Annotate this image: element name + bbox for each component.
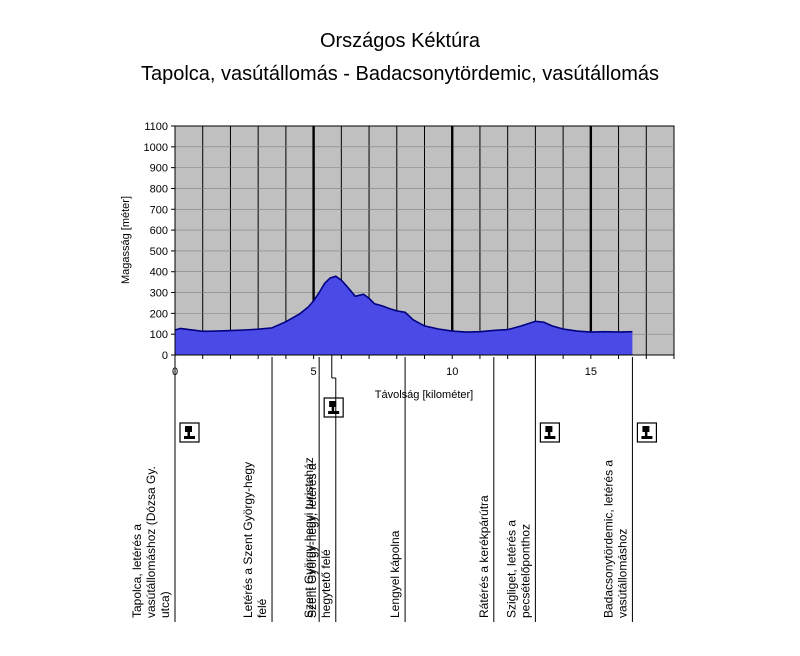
chart-subtitle: Tapolca, vasútállomás - Badacsonytördemi… <box>140 63 660 85</box>
stamp-icon-handle <box>331 406 335 412</box>
y-tick-label: 1000 <box>144 142 168 154</box>
x-tick-label: 5 <box>311 366 317 378</box>
waypoint-label: Szigliget, letérés apecsételőponthoz <box>504 520 532 618</box>
stamp-icon <box>539 422 560 443</box>
waypoint-label: Szent György-hegyi turistaház <box>302 457 316 618</box>
y-tick-label: 0 <box>162 350 168 362</box>
stamp-icon-head <box>185 426 192 432</box>
stamp-icon-base <box>544 436 556 439</box>
stamp-icon-base <box>641 436 653 439</box>
y-axis-label: Magasság [méter] <box>120 196 132 284</box>
y-tick-label: 500 <box>150 246 168 258</box>
stamp-icon-handle <box>187 431 190 437</box>
elevation-line <box>174 275 633 333</box>
stamp-icon-base <box>328 411 340 414</box>
stamp-icon <box>636 422 658 443</box>
y-tick-label: 300 <box>150 288 168 300</box>
stamp-icon-head <box>329 401 337 407</box>
waypoint-label: Rátérés a kerékpárútra <box>477 495 491 618</box>
y-tick-label: 800 <box>150 183 168 195</box>
stamp-icon-handle <box>644 431 648 437</box>
waypoint-label: Tapolca, letérés avasútállomáshoz (Dózsa… <box>130 466 172 618</box>
y-tick-label: 200 <box>150 308 168 320</box>
y-tick-label: 700 <box>150 204 168 216</box>
waypoint-label: Badacsonytördemic, letérés avasútállomás… <box>601 460 629 618</box>
waypoint-label: Szent György-hegy, letérés ahegytető fel… <box>305 463 333 618</box>
stamp-icon-handle <box>547 431 551 437</box>
y-tick-label: 600 <box>150 225 168 237</box>
elevation-area <box>175 276 633 355</box>
y-tick-label: 100 <box>150 329 168 341</box>
waypoint-label: Letérés a Szent György-hegyfelé <box>241 462 269 618</box>
stamp-icon-head <box>642 426 650 432</box>
x-axis-label: Távolság [kilométer] <box>375 389 473 401</box>
y-tick-label: 1100 <box>144 121 168 133</box>
stamp-icon-base <box>184 436 195 439</box>
x-tick-label: 15 <box>585 366 597 378</box>
y-tick-label: 900 <box>150 163 168 175</box>
x-tick-label: 10 <box>446 366 458 378</box>
stamp-icon <box>179 422 200 443</box>
stamp-icon-head <box>545 426 553 432</box>
chart-title: Országos Kéktúra <box>319 30 481 52</box>
y-tick-label: 400 <box>150 267 168 279</box>
stamp-icon <box>323 397 344 418</box>
waypoint-label: Lengyel kápolna <box>388 530 402 618</box>
